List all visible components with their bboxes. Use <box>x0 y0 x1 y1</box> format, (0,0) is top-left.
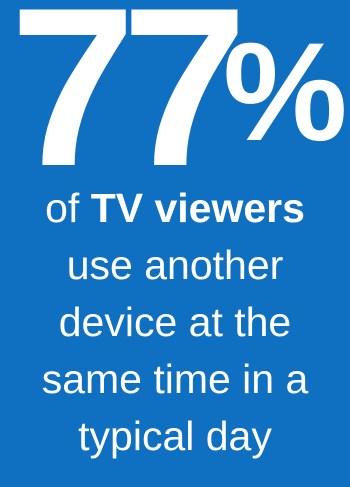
caption-line-1: of TV viewers <box>0 180 350 237</box>
caption-prefix: of <box>45 185 80 231</box>
stat-caption: of TV viewers use another device at the … <box>0 180 350 465</box>
caption-emphasis: TV viewers <box>90 185 305 231</box>
headline-statistic: 77 % <box>0 0 350 200</box>
stat-percent-sign: % <box>223 13 348 170</box>
caption-line-3: device at the <box>58 299 292 345</box>
caption-line-4: same time in a <box>41 356 309 402</box>
stat-number: 77 <box>10 0 247 213</box>
caption-line-5: typical day <box>78 413 272 459</box>
caption-line-2: use another <box>66 242 284 288</box>
